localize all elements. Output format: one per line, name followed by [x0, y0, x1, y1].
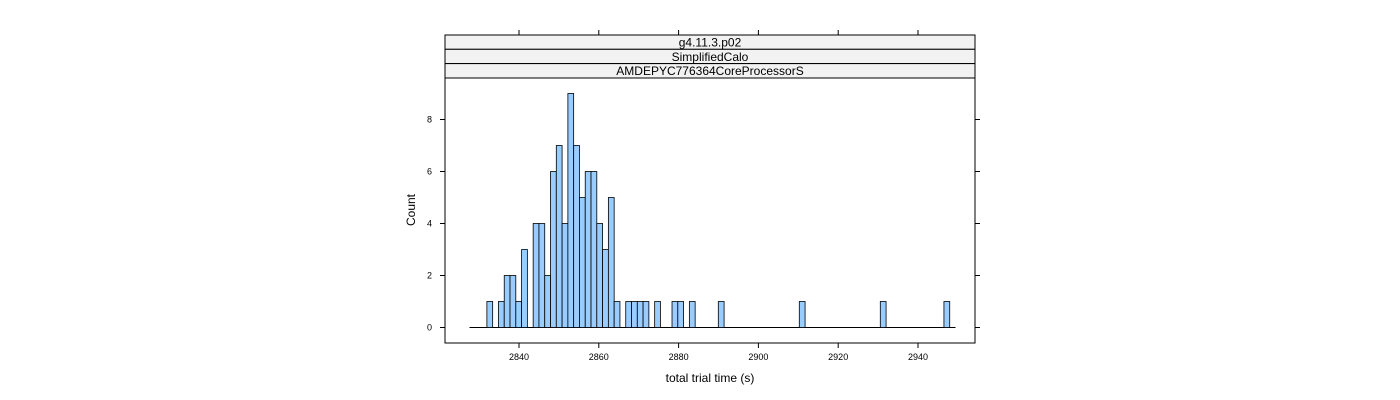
strip-3-label: AMDEPYC776364CoreProcessorS: [616, 64, 803, 78]
y-tick-label: 8: [427, 115, 432, 125]
histogram-bar: [550, 171, 557, 328]
histogram-bar: [579, 197, 586, 328]
histogram-bar: [561, 223, 569, 328]
histogram-bar: [498, 301, 505, 328]
strip-headers: g4.11.3.p02 SimplifiedCalo AMDEPYC776364…: [444, 34, 976, 79]
histogram-bar: [636, 301, 644, 328]
histogram-bar: [596, 223, 603, 328]
histogram-bar: [631, 301, 638, 328]
histogram-bar: [486, 301, 494, 328]
y-tick-label: 2: [427, 271, 432, 281]
strip-1-label: g4.11.3.p02: [679, 36, 742, 50]
histogram-bar: [573, 145, 580, 328]
histogram-bar: [879, 301, 887, 328]
histogram-bar: [798, 301, 806, 328]
x-tick-label: 2860: [589, 352, 609, 362]
y-tick-label: 6: [427, 167, 432, 177]
histogram-bar: [688, 301, 696, 328]
y-axis-ticks: 0 2 4 6 8: [427, 115, 980, 333]
strip-2-label: SimplifiedCalo: [672, 50, 749, 64]
histogram-bar: [602, 249, 609, 328]
histogram-bar: [677, 301, 684, 328]
histogram-bar: [671, 301, 679, 328]
y-tick-label: 4: [427, 219, 432, 229]
x-tick-label: 2840: [509, 352, 529, 362]
histogram-bar: [642, 301, 650, 328]
histogram-bar: [607, 197, 615, 328]
histogram-bar: [717, 301, 725, 328]
y-axis-title: Count: [404, 193, 418, 226]
histogram-bars: [469, 93, 956, 328]
histogram-bar: [590, 171, 598, 328]
histogram-bar: [625, 301, 632, 328]
x-axis-ticks: 2840 2860 2880 2900 2920 2940: [509, 30, 928, 362]
x-tick-label: 2920: [828, 352, 848, 362]
histogram-bar: [544, 275, 551, 328]
histogram-bar: [943, 301, 951, 328]
histogram-bar: [509, 275, 517, 328]
plot-panel: [444, 77, 976, 344]
x-tick-label: 2880: [669, 352, 689, 362]
x-tick-label: 2900: [748, 352, 768, 362]
histogram-bar: [532, 223, 540, 328]
histogram-bar: [584, 171, 592, 328]
x-axis-title: total trial time (s): [666, 371, 755, 385]
x-tick-label: 2940: [908, 352, 928, 362]
histogram-bar: [538, 223, 546, 328]
histogram-bar: [521, 249, 528, 328]
histogram-bar: [613, 301, 621, 328]
y-tick-label: 0: [427, 323, 432, 333]
histogram-bar: [567, 93, 575, 328]
histogram-bar: [515, 301, 522, 328]
histogram-bar: [503, 275, 511, 328]
histogram-bar: [654, 301, 661, 328]
histogram-bar: [555, 145, 563, 328]
